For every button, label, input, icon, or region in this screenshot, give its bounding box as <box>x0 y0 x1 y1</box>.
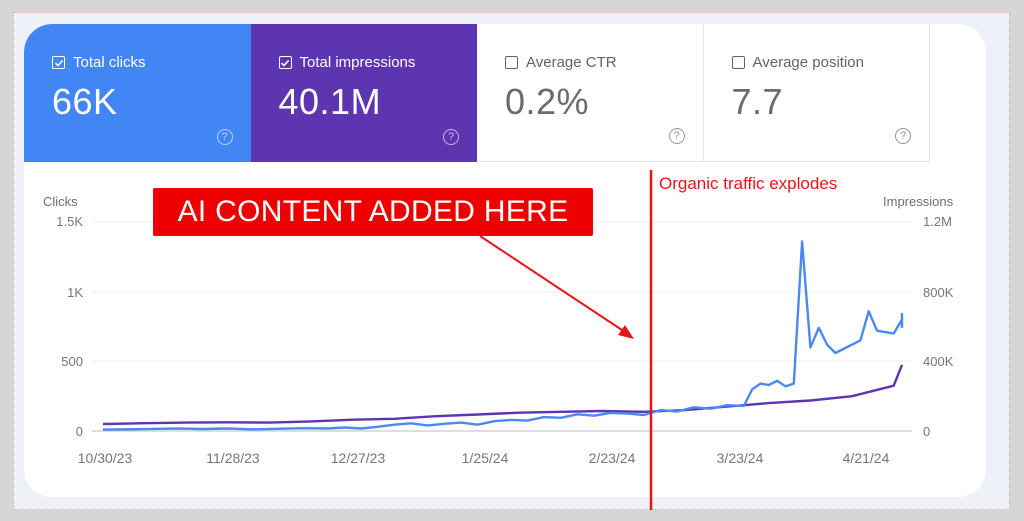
metric-value: 40.1M <box>278 81 382 122</box>
x-tick: 3/23/24 <box>717 450 764 466</box>
gridlines <box>92 221 912 432</box>
y-tick: 0 <box>76 424 83 439</box>
y2-axis-title-impressions: Impressions <box>883 194 954 209</box>
x-tick: 4/21/24 <box>843 450 890 466</box>
metric-label: Average CTR <box>526 54 617 71</box>
metric-card-average-position[interactable]: Average position 7.7 ? <box>703 24 930 162</box>
x-tick: 2/23/24 <box>589 450 636 466</box>
impressions-line <box>102 364 904 426</box>
x-tick: 11/28/23 <box>206 450 260 466</box>
annotation-banner: AI CONTENT ADDED HERE <box>153 188 593 236</box>
metric-cards: Total clicks 66K ? Total impressions 40.… <box>24 24 930 162</box>
metric-card-total-impressions[interactable]: Total impressions 40.1M ? <box>250 24 477 162</box>
clicks-line <box>102 240 904 431</box>
metric-value: 66K <box>52 81 118 122</box>
y2-tick: 800K <box>923 285 954 300</box>
annotation-label: Organic traffic explodes <box>659 174 838 193</box>
metric-value: 7.7 <box>731 81 784 122</box>
help-icon[interactable]: ? <box>216 129 233 145</box>
y-tick: 1K <box>67 285 83 300</box>
metric-label: Total clicks <box>73 54 146 71</box>
y-tick: 1.5K <box>56 214 83 229</box>
y2-tick: 0 <box>923 424 930 439</box>
help-icon[interactable]: ? <box>895 128 911 144</box>
x-tick: 1/25/24 <box>462 450 509 466</box>
y-tick: 500 <box>61 354 83 369</box>
x-tick: 10/30/23 <box>78 450 133 466</box>
y-axis-title-clicks: Clicks <box>43 194 78 209</box>
checkbox-unchecked-icon[interactable] <box>505 56 518 69</box>
metric-label: Average position <box>752 54 864 71</box>
metric-card-average-ctr[interactable]: Average CTR 0.2% ? <box>477 24 704 162</box>
y2-tick: 1.2M <box>923 214 952 229</box>
metric-label: Total impressions <box>299 54 416 71</box>
help-icon[interactable]: ? <box>668 128 685 144</box>
y2-tick: 400K <box>923 354 954 369</box>
help-icon[interactable]: ? <box>443 129 459 145</box>
checkbox-checked-icon[interactable] <box>52 56 65 69</box>
checkbox-unchecked-icon[interactable] <box>731 56 745 69</box>
x-tick: 12/27/23 <box>331 450 386 466</box>
annotation-arrow <box>479 235 634 339</box>
checkbox-checked-icon[interactable] <box>278 56 292 69</box>
metric-card-total-clicks[interactable]: Total clicks 66K ? <box>24 24 251 162</box>
metric-value: 0.2% <box>505 81 590 122</box>
performance-panel: Total clicks 66K ? Total impressions 40.… <box>24 24 986 497</box>
